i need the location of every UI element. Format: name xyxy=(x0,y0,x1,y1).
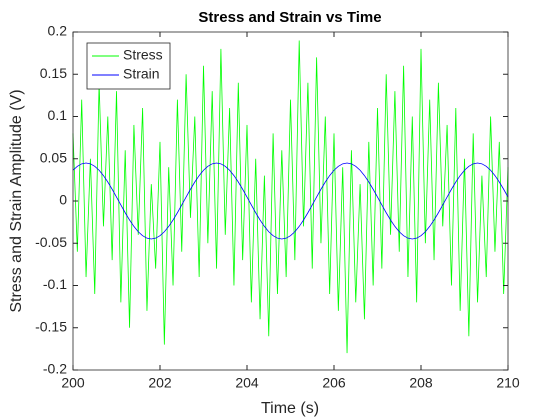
y-tick-label: -0.1 xyxy=(43,276,67,292)
y-axis-label: Stress and Strain Amplitude (V) xyxy=(8,89,25,312)
y-tick-label: -0.2 xyxy=(43,361,67,377)
legend-box xyxy=(86,42,171,90)
x-tick-label: 200 xyxy=(61,375,85,391)
y-tick-label: 0.2 xyxy=(48,23,68,39)
y-tick-label: -0.15 xyxy=(35,318,67,334)
x-tick-label: 202 xyxy=(148,375,172,391)
legend-label: Stress xyxy=(123,47,163,63)
x-tick-label: 208 xyxy=(409,375,433,391)
y-tick-label: 0.1 xyxy=(48,107,68,123)
x-axis-label: Time (s) xyxy=(261,400,319,417)
x-tick-label: 210 xyxy=(496,375,520,391)
chart-title: Stress and Strain vs Time xyxy=(198,9,381,26)
legend-label: Strain xyxy=(123,66,160,82)
y-tick-label: 0.15 xyxy=(40,65,67,81)
x-tick-label: 204 xyxy=(235,375,259,391)
y-tick-label: 0.05 xyxy=(40,149,67,165)
y-tick-label: 0 xyxy=(59,192,67,208)
y-tick-label: -0.05 xyxy=(35,234,67,250)
data-line xyxy=(72,162,509,240)
x-tick-label: 206 xyxy=(322,375,346,391)
data-line xyxy=(72,40,509,354)
